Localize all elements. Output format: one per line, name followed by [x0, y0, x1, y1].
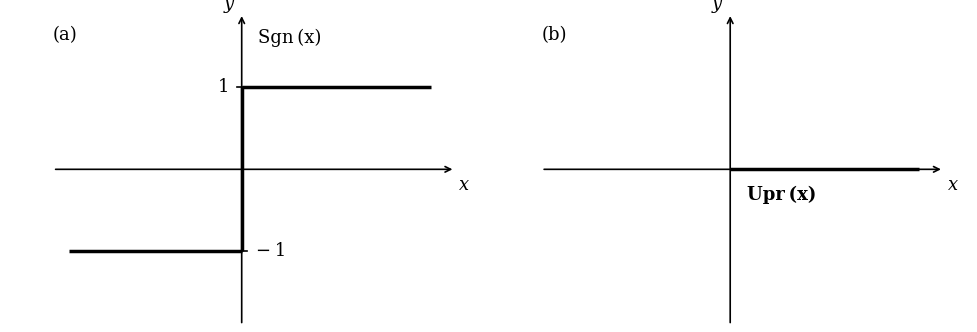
Text: Upr (x): Upr (x)	[746, 186, 816, 204]
Text: − 1: − 1	[257, 242, 286, 260]
Text: (a): (a)	[53, 26, 77, 44]
Text: y: y	[712, 0, 722, 13]
Text: x: x	[459, 176, 470, 194]
Text: y: y	[224, 0, 234, 13]
Text: (b): (b)	[541, 26, 567, 44]
Text: 1: 1	[218, 78, 230, 96]
Text: Sgn (x): Sgn (x)	[258, 29, 321, 47]
Text: x: x	[948, 176, 958, 194]
